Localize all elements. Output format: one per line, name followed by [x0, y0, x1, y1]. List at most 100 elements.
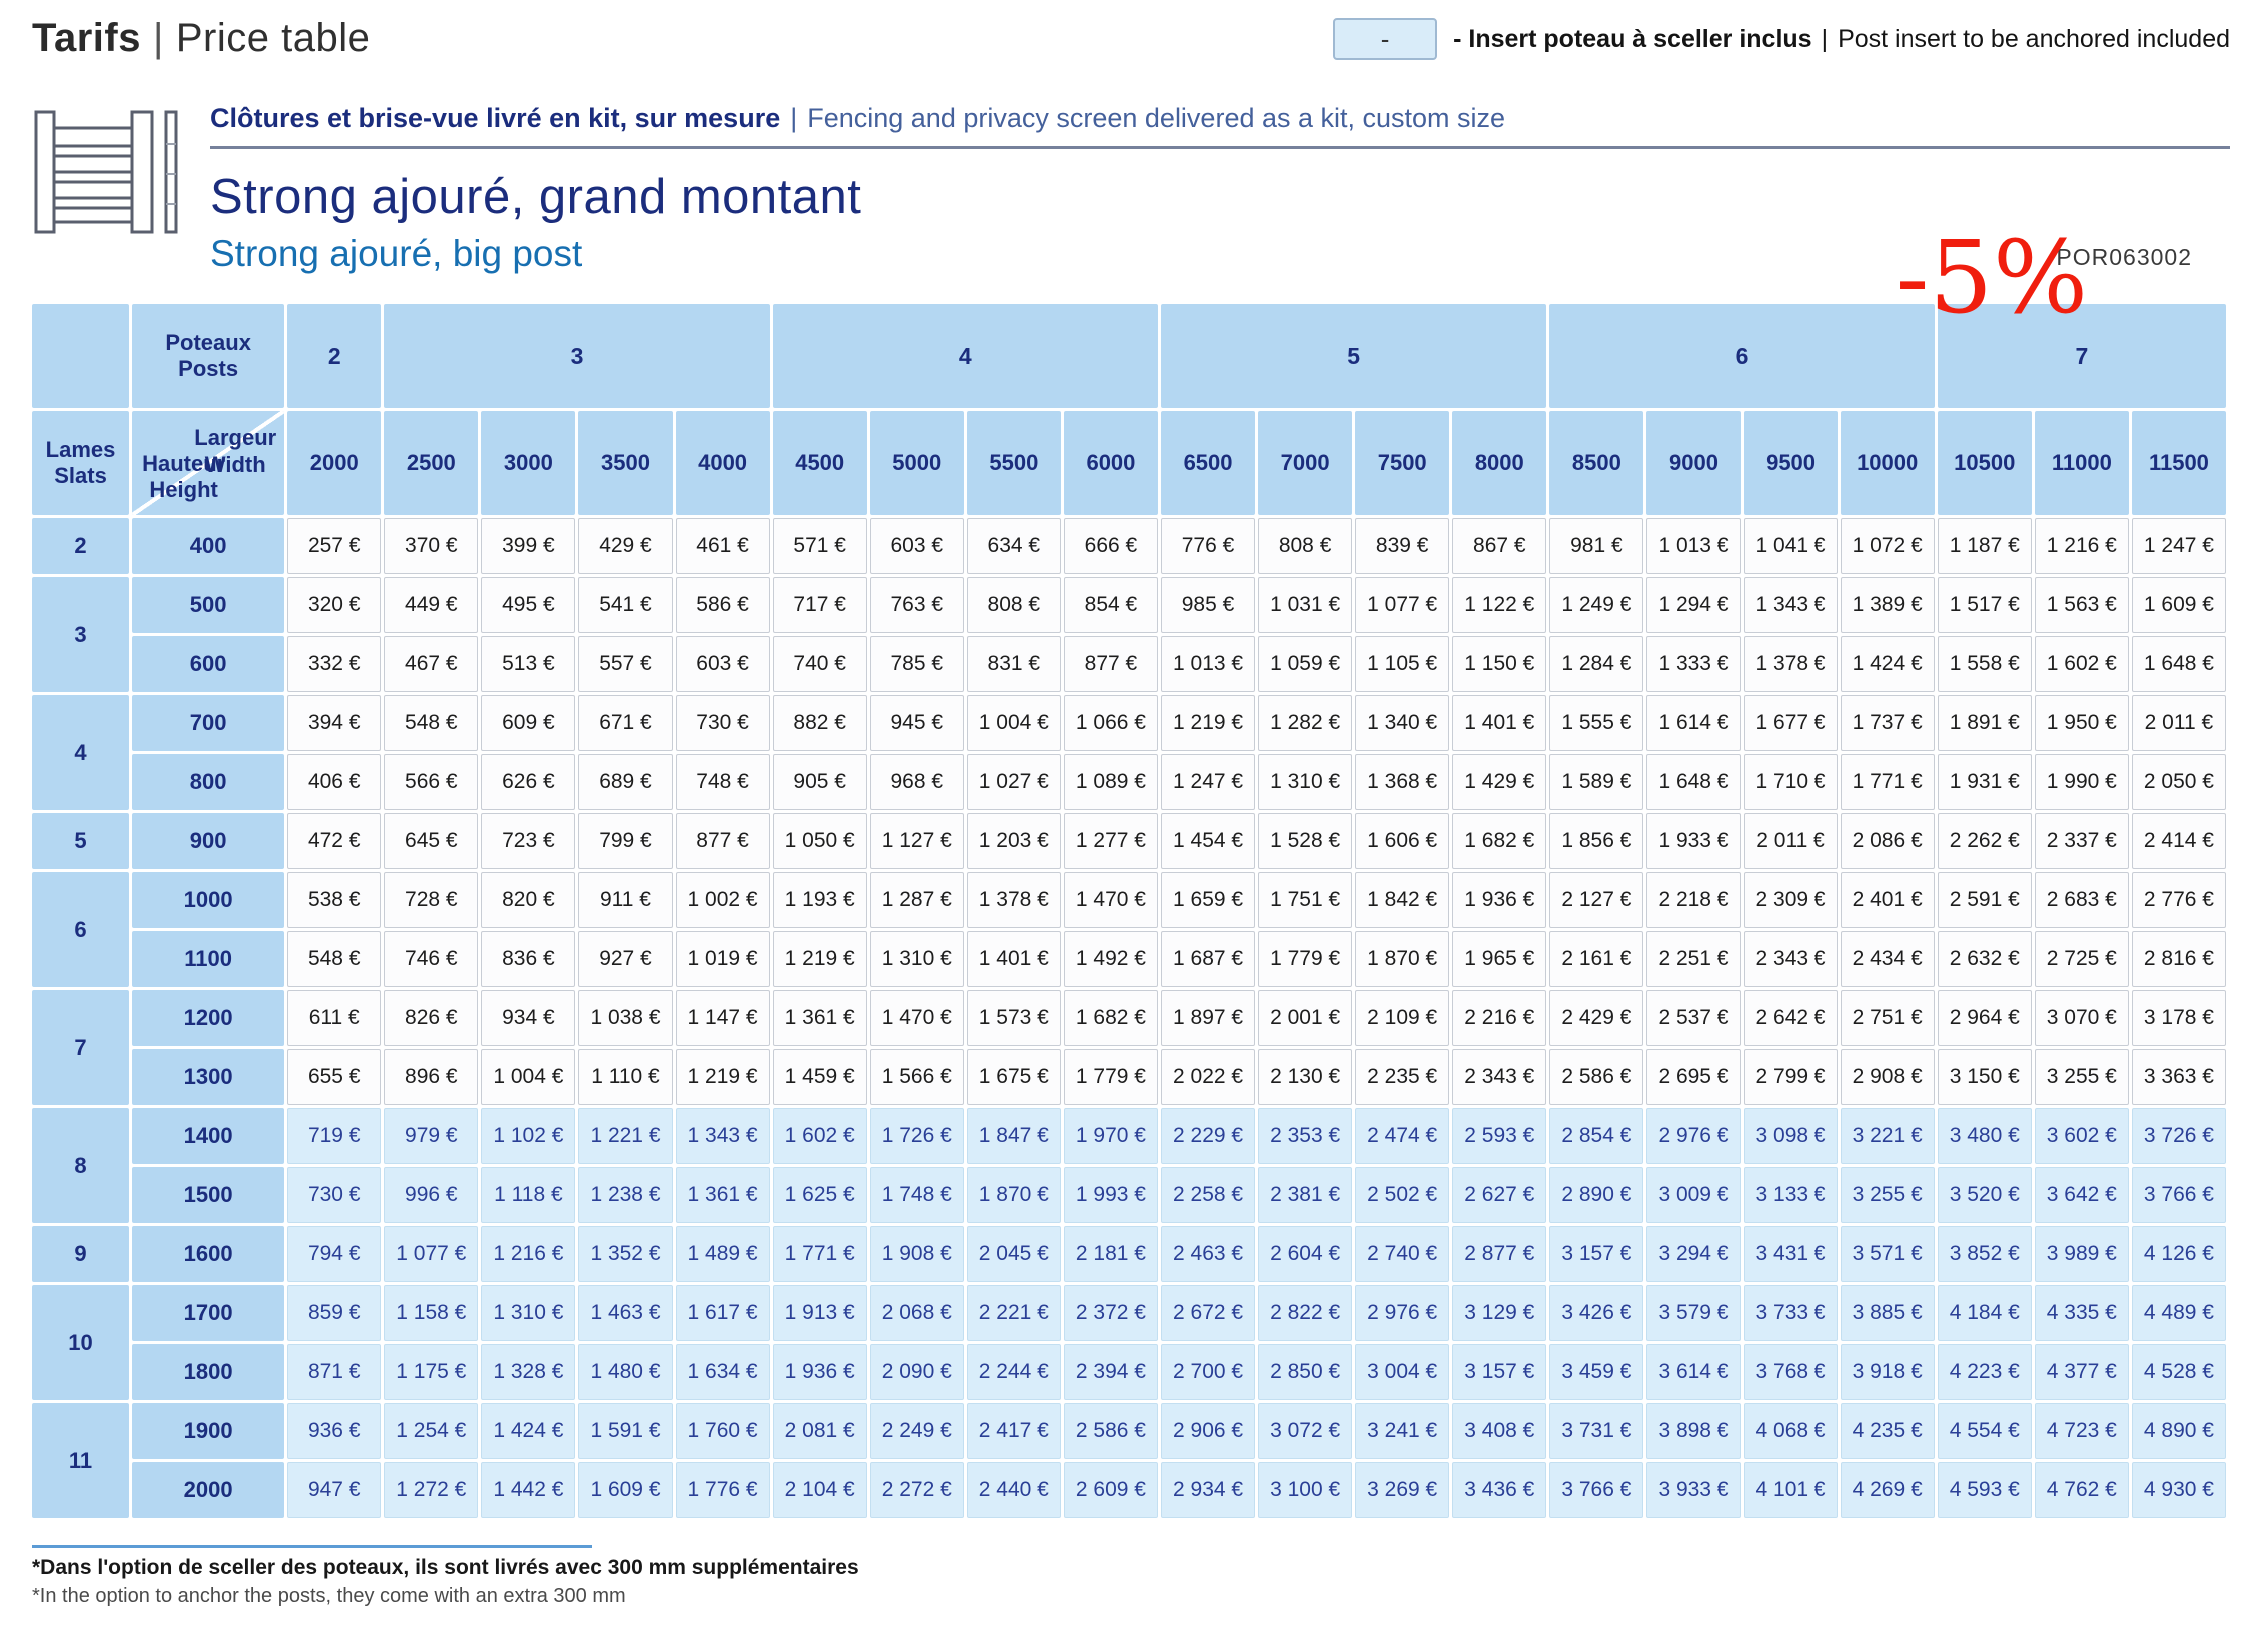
width-cell: 2500 [384, 411, 479, 516]
price-cell: 1 004 € [966, 695, 1061, 752]
price-cell: 548 € [287, 931, 382, 988]
price-cell: 2 591 € [1937, 872, 2032, 929]
price-cell: 1 221 € [578, 1108, 673, 1165]
price-cell: 748 € [675, 754, 770, 811]
table-row: 1100 548 €746 €836 €927 €1 019 €1 219 €1 … [32, 931, 2226, 988]
price-cell: 2 604 € [1258, 1226, 1353, 1283]
legend-swatch: - [1333, 18, 1438, 60]
price-cell: 1 748 € [869, 1167, 964, 1224]
price-cell: 4 269 € [1840, 1462, 1935, 1519]
price-cell: 3 480 € [1937, 1108, 2032, 1165]
kit-line-fr: Clôtures et brise-vue livré en kit, sur … [210, 103, 781, 133]
slats-cell: 10 [32, 1285, 130, 1401]
height-cell: 1900 [132, 1403, 285, 1460]
price-cell: 2 695 € [1646, 1049, 1741, 1106]
price-cell: 4 335 € [2034, 1285, 2129, 1342]
price-cell: 1 089 € [1063, 754, 1158, 811]
price-cell: 1 442 € [481, 1462, 576, 1519]
price-cell: 981 € [1549, 518, 1644, 575]
price-cell: 905 € [772, 754, 867, 811]
price-cell: 2 417 € [966, 1403, 1061, 1460]
price-cell: 1 659 € [1161, 872, 1256, 929]
price-cell: 1 187 € [1937, 518, 2032, 575]
price-cell: 1 675 € [966, 1049, 1061, 1106]
posts-count-cell: 2 [287, 304, 382, 409]
price-cell: 3 294 € [1646, 1226, 1741, 1283]
price-cell: 626 € [481, 754, 576, 811]
slats-cell: 11 [32, 1403, 130, 1519]
price-cell: 467 € [384, 636, 479, 693]
price-cell: 2 627 € [1452, 1167, 1547, 1224]
footnote: *Dans l'option de sceller des poteaux, i… [32, 1545, 2230, 1629]
price-cell: 3 004 € [1355, 1344, 1450, 1401]
page-title-separator: | [152, 16, 164, 60]
price-cell: 1 361 € [772, 990, 867, 1047]
width-header-row: Lames Slats Largeur Width Hauteur Height 2000 2… [32, 411, 2226, 516]
price-cell: 2 086 € [1840, 813, 1935, 870]
price-cell: 3 431 € [1743, 1226, 1838, 1283]
width-cell: 6500 [1161, 411, 1256, 516]
price-cell: 1 933 € [1646, 813, 1741, 870]
price-cell: 1 990 € [2034, 754, 2129, 811]
reference-code: POR063002 [2056, 244, 2192, 270]
price-cell: 1 648 € [1646, 754, 1741, 811]
price-cell: 2 216 € [1452, 990, 1547, 1047]
table-row: 1500 730 €996 €1 118 €1 238 €1 361 €1 625… [32, 1167, 2226, 1224]
price-cell: 655 € [287, 1049, 382, 1106]
price-cell: 2 593 € [1452, 1108, 1547, 1165]
price-cell: 1 710 € [1743, 754, 1838, 811]
price-cell: 2 740 € [1355, 1226, 1450, 1283]
price-cell: 1 282 € [1258, 695, 1353, 752]
price-cell: 1 602 € [772, 1108, 867, 1165]
price-cell: 2 343 € [1452, 1049, 1547, 1106]
price-cell: 2 050 € [2131, 754, 2226, 811]
price-cell: 1 573 € [966, 990, 1061, 1047]
price-cell: 3 269 € [1355, 1462, 1450, 1519]
price-cell: 2 976 € [1355, 1285, 1450, 1342]
width-cell: 10000 [1840, 411, 1935, 516]
price-cell: 877 € [1063, 636, 1158, 693]
price-cell: 1 310 € [869, 931, 964, 988]
price-cell: 1 517 € [1937, 577, 2032, 634]
price-cell: 2 632 € [1937, 931, 2032, 988]
price-cell: 3 918 € [1840, 1344, 1935, 1401]
price-cell: 4 068 € [1743, 1403, 1838, 1460]
width-cell: 4500 [772, 411, 867, 516]
price-cell: 399 € [481, 518, 576, 575]
price-cell: 2 109 € [1355, 990, 1450, 1047]
width-cell: 5500 [966, 411, 1061, 516]
price-cell: 1 965 € [1452, 931, 1547, 988]
price-cell: 1 424 € [481, 1403, 576, 1460]
price-cell: 1 004 € [481, 1049, 576, 1106]
product-name-fr: Strong ajouré, grand montant [210, 170, 862, 225]
price-cell: 936 € [287, 1403, 382, 1460]
price-cell: 1 027 € [966, 754, 1061, 811]
price-cell: 1 118 € [481, 1167, 576, 1224]
price-cell: 1 401 € [966, 931, 1061, 988]
footnote-rule [32, 1545, 592, 1549]
slats-cell: 5 [32, 813, 130, 870]
price-cell: 1 856 € [1549, 813, 1644, 870]
table-row: 7 1200 611 €826 €934 €1 038 €1 147 €1 361 … [32, 990, 2226, 1106]
price-cell: 1 470 € [869, 990, 964, 1047]
price-cell: 1 110 € [578, 1049, 673, 1106]
width-cell: 7000 [1258, 411, 1353, 516]
price-cell: 1 401 € [1452, 695, 1547, 752]
price-cell: 2 822 € [1258, 1285, 1353, 1342]
price-cell: 689 € [578, 754, 673, 811]
price-cell: 2 683 € [2034, 872, 2129, 929]
price-cell: 2 022 € [1161, 1049, 1256, 1106]
price-cell: 985 € [1161, 577, 1256, 634]
price-cell: 3 100 € [1258, 1462, 1353, 1519]
price-cell: 2 776 € [2131, 872, 2226, 929]
price-cell: 1 970 € [1063, 1108, 1158, 1165]
price-cell: 1 936 € [772, 1344, 867, 1401]
price-cell: 1 361 € [675, 1167, 770, 1224]
price-cell: 1 343 € [675, 1108, 770, 1165]
height-cell: 800 [132, 754, 285, 811]
price-cell: 538 € [287, 872, 382, 929]
width-cell: 8000 [1452, 411, 1547, 516]
price-cell: 4 890 € [2131, 1403, 2226, 1460]
price-cell: 4 528 € [2131, 1344, 2226, 1401]
